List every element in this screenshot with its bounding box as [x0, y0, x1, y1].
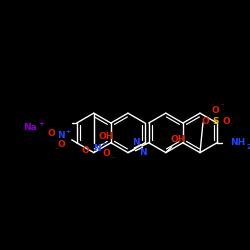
- Text: O: O: [103, 149, 110, 158]
- Text: OH: OH: [171, 135, 186, 144]
- Text: OH: OH: [99, 132, 114, 141]
- Text: NH: NH: [230, 138, 246, 147]
- Text: Na: Na: [23, 124, 36, 132]
- Text: +: +: [65, 130, 70, 134]
- Text: O: O: [201, 116, 209, 126]
- Text: O: O: [57, 140, 65, 149]
- Text: O: O: [82, 146, 90, 155]
- Text: +: +: [101, 141, 106, 146]
- Text: N: N: [93, 144, 100, 153]
- Text: O: O: [47, 130, 55, 138]
- Text: S: S: [212, 116, 219, 126]
- Text: +: +: [38, 121, 44, 127]
- Text: N: N: [132, 138, 140, 147]
- Text: ⁻: ⁻: [54, 148, 58, 153]
- Text: ⁻: ⁻: [112, 157, 115, 162]
- Text: N: N: [57, 131, 65, 140]
- Text: ⁻: ⁻: [220, 105, 223, 110]
- Text: O: O: [212, 106, 220, 115]
- Text: 2: 2: [246, 144, 250, 150]
- Text: N: N: [139, 148, 147, 158]
- Text: O: O: [223, 116, 230, 126]
